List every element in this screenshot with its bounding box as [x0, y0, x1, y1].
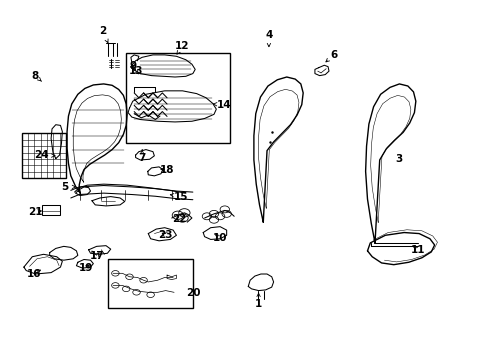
Text: 12: 12	[175, 41, 189, 54]
Text: 21: 21	[28, 207, 43, 217]
Text: 16: 16	[27, 269, 41, 279]
Text: 3: 3	[395, 154, 402, 164]
Text: 8: 8	[31, 71, 41, 81]
Text: 23: 23	[158, 230, 173, 240]
Text: 10: 10	[212, 233, 227, 243]
Text: 18: 18	[160, 165, 174, 175]
Text: 11: 11	[410, 245, 425, 255]
Text: 4: 4	[264, 30, 272, 47]
Text: 2: 2	[99, 26, 108, 42]
Text: 1: 1	[254, 293, 262, 309]
Text: 7: 7	[138, 150, 145, 162]
Text: 19: 19	[79, 263, 93, 273]
Bar	[41, 205, 60, 215]
Text: 20: 20	[186, 288, 201, 298]
Text: 15: 15	[170, 192, 188, 202]
Text: 6: 6	[325, 50, 337, 62]
Bar	[108, 260, 192, 308]
Text: 24: 24	[34, 150, 55, 160]
Text: 5: 5	[61, 182, 75, 192]
Bar	[21, 133, 66, 178]
Text: 9: 9	[129, 61, 136, 71]
Text: 13: 13	[128, 66, 142, 76]
Text: 17: 17	[89, 251, 104, 261]
Bar	[126, 53, 230, 143]
Text: 22: 22	[172, 214, 186, 224]
Text: 14: 14	[213, 100, 231, 110]
